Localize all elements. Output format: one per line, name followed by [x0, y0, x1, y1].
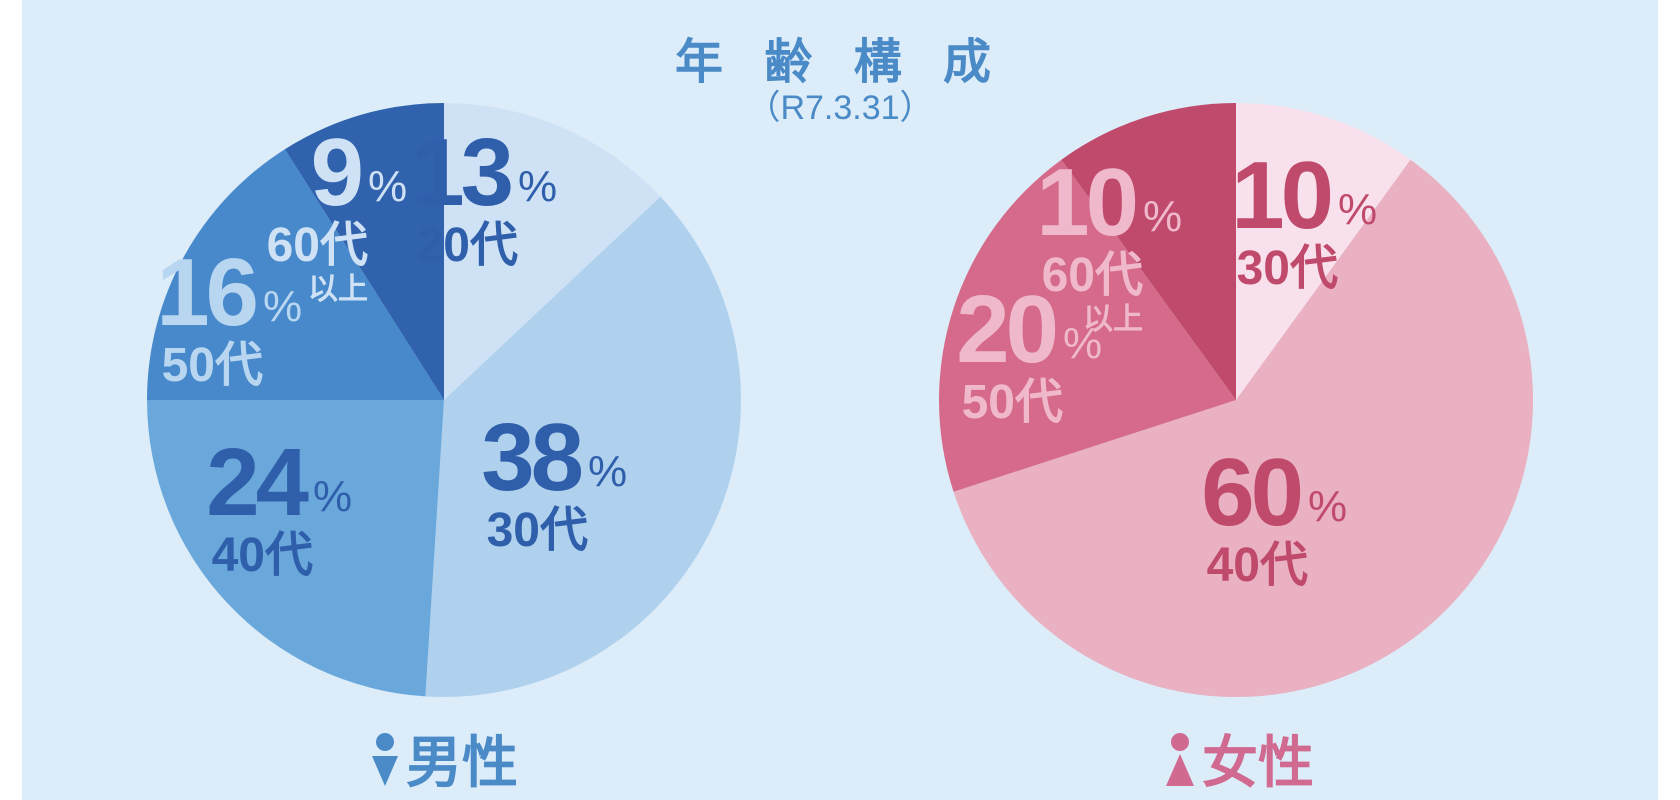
male-label-40代: 24 %40代: [206, 429, 352, 582]
female-slice-50代: [939, 159, 1236, 492]
female-pct-value: 60: [1201, 439, 1300, 546]
male-slice-30代: [425, 196, 741, 697]
female-icon: [1166, 732, 1194, 786]
male-age-label: 60代: [267, 219, 368, 272]
female-slice-60代: [1061, 103, 1236, 400]
male-pct-symbol: %: [368, 162, 407, 211]
male-label-20代: 13 %20代: [411, 119, 557, 272]
male-pct-symbol: %: [518, 162, 557, 211]
male-pct-value: 16: [156, 239, 255, 346]
male-slice-40代: [147, 400, 444, 697]
male-slice-50代: [147, 149, 444, 400]
chart-subtitle: （R7.3.31）: [746, 89, 934, 127]
female-label-50代: 20 %50代: [956, 276, 1102, 429]
female-pct-symbol: %: [1063, 319, 1102, 368]
male-label-text: 男性: [406, 731, 518, 794]
male-slice-20代: [444, 103, 661, 400]
male-age-label-2: 以上: [308, 273, 368, 306]
male-icon: [372, 732, 398, 786]
male-pct-value: 13: [411, 119, 510, 226]
male-label-50代: 16 %50代: [156, 239, 302, 392]
female-slice-30代: [1236, 103, 1411, 400]
female-age-label: 60代: [1042, 249, 1143, 302]
male-pct-symbol: %: [263, 282, 302, 331]
female-label-text: 女性: [1202, 731, 1314, 794]
female-pct-value: 10: [1231, 142, 1330, 249]
male-age-label: 40代: [212, 529, 313, 582]
female-age-label: 50代: [962, 376, 1063, 429]
male-pct-symbol: %: [588, 447, 627, 496]
male-label: 男性: [372, 718, 518, 799]
female-pct-symbol: %: [1308, 482, 1347, 531]
chart-title: 年 齢 構 成: [674, 36, 1005, 89]
male-age-label: 50代: [162, 339, 263, 392]
male-pct-value: 9: [311, 119, 361, 226]
female-pct-symbol: %: [1338, 185, 1377, 234]
male-age-label: 20代: [417, 219, 518, 272]
male-age-label: 30代: [487, 504, 588, 557]
male-pct-value: 24: [206, 429, 308, 536]
female-age-label: 40代: [1207, 539, 1308, 592]
female-label-30代: 10 %30代: [1231, 142, 1377, 295]
male-pct-symbol: %: [313, 472, 352, 521]
female-label: 女性: [1166, 718, 1314, 799]
female-pct-value: 20: [956, 276, 1055, 383]
male-slice-60代: [284, 103, 444, 400]
male-pct-value: 38: [481, 404, 581, 511]
female-label-40代: 60 %40代: [1201, 439, 1347, 592]
female-age-label-2: 以上: [1083, 303, 1143, 336]
female-pct-value: 10: [1036, 149, 1135, 256]
female-slice-40代: [953, 159, 1534, 698]
male-label-30代: 38 %30代: [481, 404, 627, 557]
female-pct-symbol: %: [1143, 192, 1182, 241]
female-age-label: 30代: [1237, 242, 1338, 295]
